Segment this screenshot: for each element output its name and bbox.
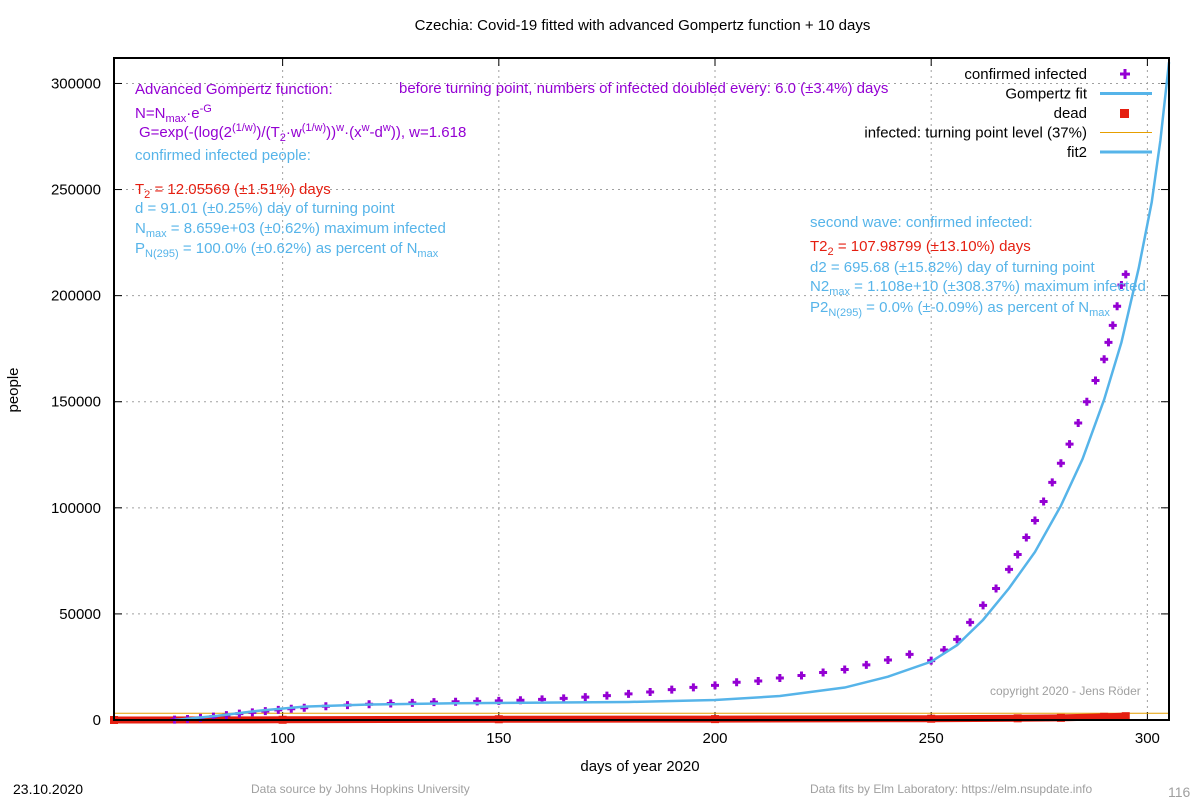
infected-point	[1048, 478, 1057, 487]
annotation-confirmed-title: confirmed infected people:	[135, 147, 311, 164]
y-tick-label: 50000	[59, 606, 101, 623]
annotation-p2: P2N(295) = 0.0% (±-0.09%) as percent of …	[810, 299, 1110, 319]
infected-point	[953, 635, 962, 644]
legend-label: confirmed infected	[964, 66, 1087, 83]
annotation-d2: d2 = 695.68 (±15.82%) day of turning poi…	[810, 259, 1095, 276]
infected-point	[646, 687, 655, 696]
infected-point	[1100, 355, 1109, 364]
infected-point	[1074, 418, 1083, 427]
infected-point	[581, 693, 590, 702]
legend: confirmed infected Gompertz fit dead infect…	[864, 66, 1152, 161]
infected-point	[797, 671, 806, 680]
annotation-adv-title: Advanced Gompertz function:	[135, 81, 333, 98]
infected-point	[840, 665, 849, 674]
gompertz-fit-line	[174, 62, 1171, 722]
infected-point	[883, 655, 892, 664]
infected-point	[1013, 550, 1022, 559]
infected-point	[711, 681, 720, 690]
annotation-second-title: second wave: confirmed infected:	[810, 214, 1033, 231]
annotation-formula-g: G=exp(-(log(2(1/w))/(T2·w(1/w)))w·(xw-dw…	[139, 122, 467, 144]
infected-point	[819, 668, 828, 677]
infected-point	[732, 678, 741, 687]
plot-frame	[113, 57, 1170, 721]
annotation-t2: T2 = 12.05569 (±1.51%) days	[135, 181, 331, 201]
infected-point	[775, 673, 784, 682]
y-tick-label: 200000	[51, 288, 101, 305]
infected-point	[1005, 565, 1014, 574]
legend-label: Gompertz fit	[1005, 86, 1088, 103]
infected-point	[1104, 338, 1113, 347]
infected-point	[602, 691, 611, 700]
infected-point	[1056, 459, 1065, 468]
legend-label: fit2	[1067, 144, 1087, 161]
axis-ticks: 100 150 200 250 300 0 50000 100000 150000 200000 2…	[51, 58, 1169, 747]
infected-point	[624, 689, 633, 698]
legend-label: infected: turning point level (37%)	[864, 125, 1087, 142]
infected-point	[979, 601, 988, 610]
y-tick-label: 250000	[51, 182, 101, 199]
chart-title: Czechia: Covid-19 fitted with advanced G…	[414, 17, 871, 34]
y-tick-label: 0	[93, 712, 101, 729]
infected-point	[1091, 376, 1100, 385]
footer-date: 23.10.2020	[13, 781, 84, 797]
annotation-p: PN(295) = 100.0% (±0.62%) as percent of …	[135, 240, 439, 260]
legend-marker-square	[1120, 109, 1129, 118]
infected-point	[1108, 321, 1117, 330]
annotation-doubling: before turning point, numbers of infecte…	[399, 80, 889, 97]
y-tick-label: 150000	[51, 394, 101, 411]
infected-point	[754, 676, 763, 685]
footer-source: Data source by Johns Hopkins University	[251, 782, 470, 796]
infected-point	[1030, 516, 1039, 525]
infected-point	[1117, 281, 1126, 290]
dead-point	[1013, 714, 1022, 723]
infected-point	[1082, 397, 1091, 406]
copyright-label: copyright 2020 - Jens Röder	[990, 684, 1141, 698]
annotation-nmax: Nmax = 8.659e+03 (±0.62%) maximum infect…	[135, 220, 446, 240]
infected-point	[689, 683, 698, 692]
y-axis-label: people	[5, 367, 22, 412]
infected-point	[667, 685, 676, 694]
infected-point	[559, 694, 568, 703]
infected-point	[992, 584, 1001, 593]
legend-marker-plus	[1120, 69, 1130, 79]
infected-point	[1113, 302, 1122, 311]
dead-point	[1100, 712, 1109, 721]
infected-point	[1022, 533, 1031, 542]
x-tick-label: 250	[919, 730, 944, 747]
x-tick-label: 100	[270, 730, 295, 747]
infected-point	[966, 618, 975, 627]
dead-point	[927, 714, 936, 723]
infected-point	[429, 698, 438, 707]
infected-point	[1039, 497, 1048, 506]
annotation-formula-n: N=Nmax·e-G	[135, 103, 212, 125]
x-axis-label: days of year 2020	[580, 758, 699, 775]
y-tick-label: 100000	[51, 500, 101, 517]
grid-lines	[114, 58, 1169, 720]
infected-point	[1065, 440, 1074, 449]
y-tick-label: 300000	[51, 75, 101, 92]
annotation-n2: N2max = 1.108e+10 (±308.37%) maximum inf…	[810, 278, 1146, 298]
infected-point	[905, 650, 914, 659]
footer-page-number: 116	[1168, 784, 1191, 800]
annotation-t22: T22 = 107.98799 (±13.10%) days	[810, 238, 1031, 258]
infected-point	[451, 697, 460, 706]
dead-point	[1056, 713, 1065, 722]
x-tick-label: 200	[702, 730, 727, 747]
x-tick-label: 300	[1135, 730, 1160, 747]
dead-point	[1121, 712, 1130, 721]
legend-label: dead	[1054, 105, 1087, 122]
infected-point	[1121, 270, 1130, 279]
footer-fits: Data fits by Elm Laboratory: https://elm…	[810, 782, 1093, 796]
infected-point	[862, 660, 871, 669]
x-tick-label: 150	[486, 730, 511, 747]
annotation-d: d = 91.01 (±0.25%) day of turning point	[135, 200, 395, 217]
